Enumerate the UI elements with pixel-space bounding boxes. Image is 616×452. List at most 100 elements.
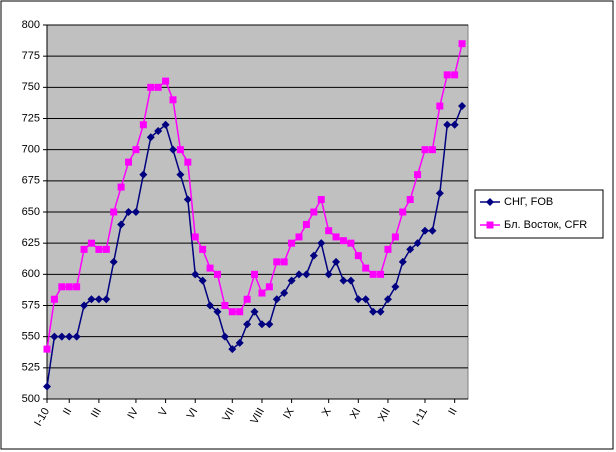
point: [87, 295, 96, 304]
point: [317, 239, 326, 248]
y-tick-label: 750: [22, 81, 40, 93]
point: [154, 83, 162, 91]
point: [280, 289, 289, 298]
point: [228, 308, 236, 316]
point: [94, 295, 103, 304]
y-tick-label: 600: [22, 268, 40, 280]
point: [57, 332, 66, 341]
y-tick-label: 500: [22, 393, 40, 405]
y-tick-label: 725: [22, 112, 40, 124]
point: [251, 270, 259, 278]
point: [72, 332, 81, 341]
point: [302, 270, 311, 279]
point: [228, 345, 237, 354]
point: [169, 145, 178, 154]
point: [325, 227, 333, 235]
point: [191, 270, 200, 279]
point: [428, 226, 437, 235]
point: [451, 71, 459, 79]
x-tick-label: XII: [376, 406, 393, 424]
point: [117, 183, 125, 191]
x-tick-label: VI: [185, 406, 201, 421]
point: [383, 295, 392, 304]
point: [131, 208, 140, 216]
point: [391, 233, 399, 241]
point: [80, 301, 89, 310]
point: [243, 320, 252, 329]
point: [183, 195, 192, 204]
point: [450, 120, 459, 129]
point: [421, 226, 430, 235]
point: [102, 245, 110, 253]
point: [435, 189, 444, 198]
y-tick-label: 700: [22, 144, 40, 156]
x-tick-label: II: [446, 406, 459, 417]
y-tick-label: 575: [22, 299, 40, 311]
point: [191, 233, 199, 241]
point: [235, 338, 244, 347]
point: [65, 332, 74, 341]
point: [176, 146, 184, 154]
y-tick-label: 675: [22, 175, 40, 187]
point: [287, 276, 296, 285]
point: [332, 233, 340, 241]
point: [310, 208, 318, 216]
point: [369, 270, 377, 278]
legend-box: [474, 189, 604, 239]
point: [87, 239, 95, 247]
y-tick-label: 525: [22, 362, 40, 374]
point: [43, 345, 51, 353]
point: [421, 146, 429, 154]
y-tick-label: 550: [22, 331, 40, 343]
point: [458, 40, 466, 48]
point: [110, 208, 118, 216]
point: [213, 307, 222, 316]
legend-marker: [486, 198, 494, 206]
point: [73, 283, 81, 291]
y-tick-label: 775: [22, 50, 40, 62]
point: [295, 233, 303, 241]
point: [184, 158, 192, 166]
point: [414, 171, 422, 179]
point: [95, 245, 103, 253]
y-tick-label: 800: [22, 19, 40, 31]
point: [399, 208, 407, 216]
point: [413, 239, 422, 248]
point: [384, 245, 392, 253]
point: [406, 196, 414, 204]
point: [309, 251, 318, 260]
point: [236, 308, 244, 316]
point: [346, 276, 355, 285]
point: [280, 258, 288, 266]
point: [258, 289, 266, 297]
point: [339, 237, 347, 245]
point: [443, 71, 451, 79]
point: [332, 257, 341, 266]
point: [354, 295, 363, 304]
x-tick-label: II: [61, 406, 74, 417]
point: [265, 283, 273, 291]
point: [376, 307, 385, 316]
point: [220, 332, 229, 341]
point: [458, 102, 467, 111]
point: [221, 302, 229, 309]
point: [50, 332, 59, 341]
legend-marker: [486, 221, 494, 229]
legend-label: Бл. Восток, CFR: [504, 219, 587, 231]
point: [65, 283, 73, 291]
x-tick-label: VII: [220, 406, 237, 424]
y-tick-label: 650: [22, 206, 40, 218]
point: [80, 245, 88, 253]
point: [428, 146, 436, 154]
point: [443, 120, 452, 129]
point: [169, 96, 177, 104]
point: [354, 252, 362, 260]
legend-label: СНГ, FOB: [504, 196, 553, 208]
point: [102, 295, 111, 304]
point: [257, 320, 266, 329]
point: [139, 170, 148, 179]
point: [324, 270, 333, 279]
point: [132, 146, 140, 154]
point: [58, 283, 66, 291]
